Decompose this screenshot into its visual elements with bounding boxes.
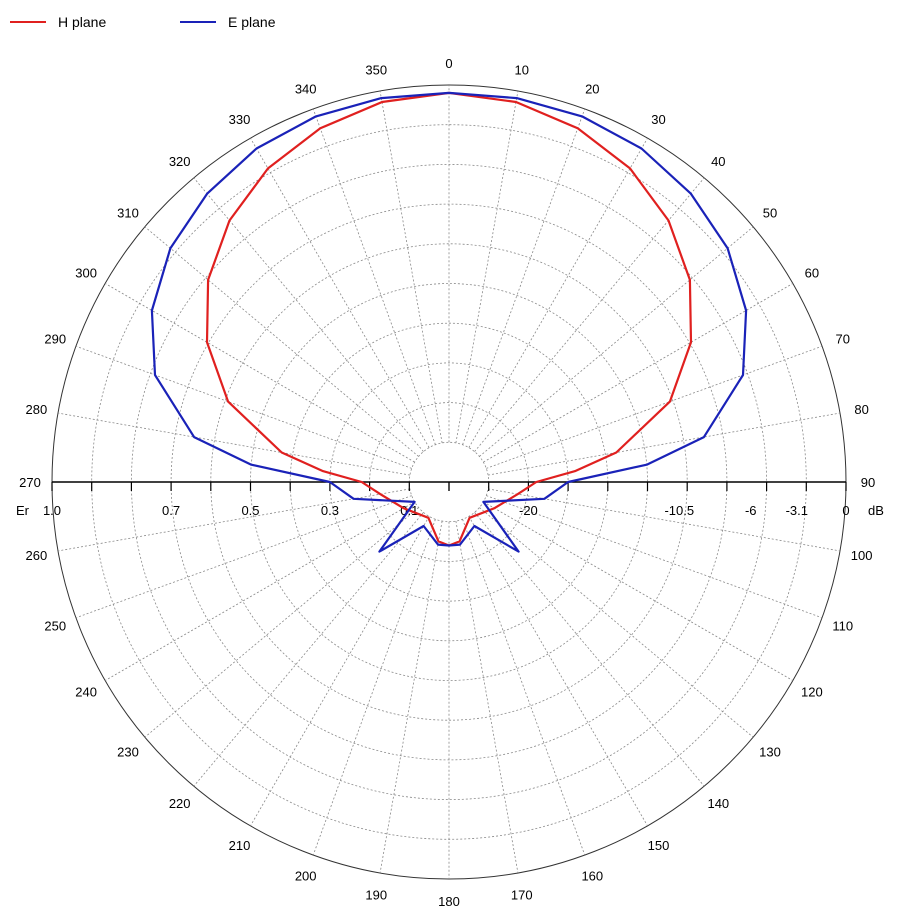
angle-label: 180 [438, 894, 460, 909]
horizontal-axis: 1.0 0.7 0.5 0.3 0.1 -20 -10.5 -6 -3.1 0Er dB [16, 481, 884, 518]
grid-spoke [250, 516, 430, 827]
grid-spoke [144, 226, 419, 457]
angle-label: 0 [445, 56, 452, 71]
grid-spoke [488, 488, 841, 552]
angle-label: 190 [365, 888, 387, 903]
grid-spoke [104, 283, 415, 463]
grid-spoke [479, 226, 754, 457]
grid-spoke [462, 108, 586, 445]
grid-spoke [312, 519, 436, 856]
angle-label: 330 [229, 112, 251, 127]
angle-label: 350 [365, 62, 387, 77]
left-scale-unit: Er [16, 503, 30, 518]
radial-tick-label-left: 0.7 [162, 503, 180, 518]
grid-spoke [193, 177, 424, 452]
angle-label: 10 [515, 62, 529, 77]
grid-spoke [312, 108, 436, 445]
angle-label: 220 [169, 796, 191, 811]
angle-label: 100 [851, 548, 873, 563]
angle-label: 140 [707, 796, 729, 811]
angle-label: 310 [117, 206, 139, 221]
legend-item-h-plane: H plane [10, 14, 106, 30]
grid-spoke [455, 90, 519, 443]
grid-spoke [455, 521, 519, 874]
angle-label: 30 [651, 112, 665, 127]
legend-swatch-h-plane [10, 21, 46, 23]
grid-spoke [479, 507, 754, 738]
angle-label: 270 [19, 475, 41, 490]
grid-spoke [486, 345, 823, 469]
radial-tick-label-right: -3.1 [786, 503, 808, 518]
angle-label: 150 [648, 838, 670, 853]
grid-spoke [144, 507, 419, 738]
angle-label: 300 [75, 266, 97, 281]
legend-item-e-plane: E plane [180, 14, 275, 30]
radial-tick-label-left: 1.0 [43, 503, 61, 518]
grid-spoke [483, 501, 794, 681]
grid-spoke [379, 521, 443, 874]
grid-spoke [193, 512, 424, 787]
grid-spoke [474, 512, 705, 787]
grid-spoke [57, 412, 410, 476]
angle-label: 200 [295, 869, 317, 884]
grid-spoke [75, 495, 412, 619]
grid-spoke [462, 519, 586, 856]
angle-label: 160 [581, 869, 603, 884]
legend-label-h-plane: H plane [58, 14, 107, 30]
angle-label: 130 [759, 744, 781, 759]
right-scale-unit: dB [868, 503, 884, 518]
grid-spoke [57, 488, 410, 552]
grid-spoke [379, 90, 443, 443]
grid-spoke [250, 137, 430, 448]
angle-label: 240 [75, 685, 97, 700]
angle-label: 290 [44, 332, 66, 347]
radial-tick-label-left: 0.3 [321, 503, 339, 518]
grid-spoke [483, 283, 794, 463]
grid-spoke [486, 495, 823, 619]
angle-label: 60 [805, 266, 819, 281]
series-line-e-plane [150, 91, 748, 553]
angle-label: 40 [711, 154, 725, 169]
angle-label: 320 [169, 154, 191, 169]
angle-labels: 0 10 20 30 40 50 60 70 80 90 100 110 120 130 140 150 160… [19, 56, 875, 909]
radial-tick-label-left: 0.5 [241, 503, 259, 518]
angle-label: 90 [861, 475, 875, 490]
angle-label: 280 [26, 402, 48, 417]
angle-label: 80 [854, 402, 868, 417]
angle-label: 170 [511, 888, 533, 903]
angle-label: 260 [26, 548, 48, 563]
angle-label: 110 [832, 618, 853, 633]
angle-label: 120 [801, 685, 823, 700]
angle-label: 230 [117, 744, 139, 759]
radial-tick-label-right: -6 [745, 503, 757, 518]
legend-label-e-plane: E plane [228, 14, 276, 30]
grid-spoke [474, 177, 705, 452]
grid-spoke [468, 516, 648, 827]
radial-tick-label-right: 0 [842, 503, 849, 518]
legend-swatch-e-plane [180, 21, 216, 23]
grid-spoke [75, 345, 412, 469]
grid-spoke [104, 501, 415, 681]
series-lines [150, 91, 748, 553]
angle-label: 50 [763, 206, 777, 221]
angle-label: 210 [229, 838, 251, 853]
grid-spoke [468, 137, 648, 448]
angle-label: 20 [585, 81, 599, 96]
angle-label: 70 [835, 332, 849, 347]
radial-tick-label-right: -20 [519, 503, 538, 518]
angle-label: 250 [44, 618, 66, 633]
grid-spoke [488, 412, 841, 476]
radial-tick-label-right: -10.5 [664, 503, 694, 518]
angle-label: 340 [295, 81, 317, 96]
